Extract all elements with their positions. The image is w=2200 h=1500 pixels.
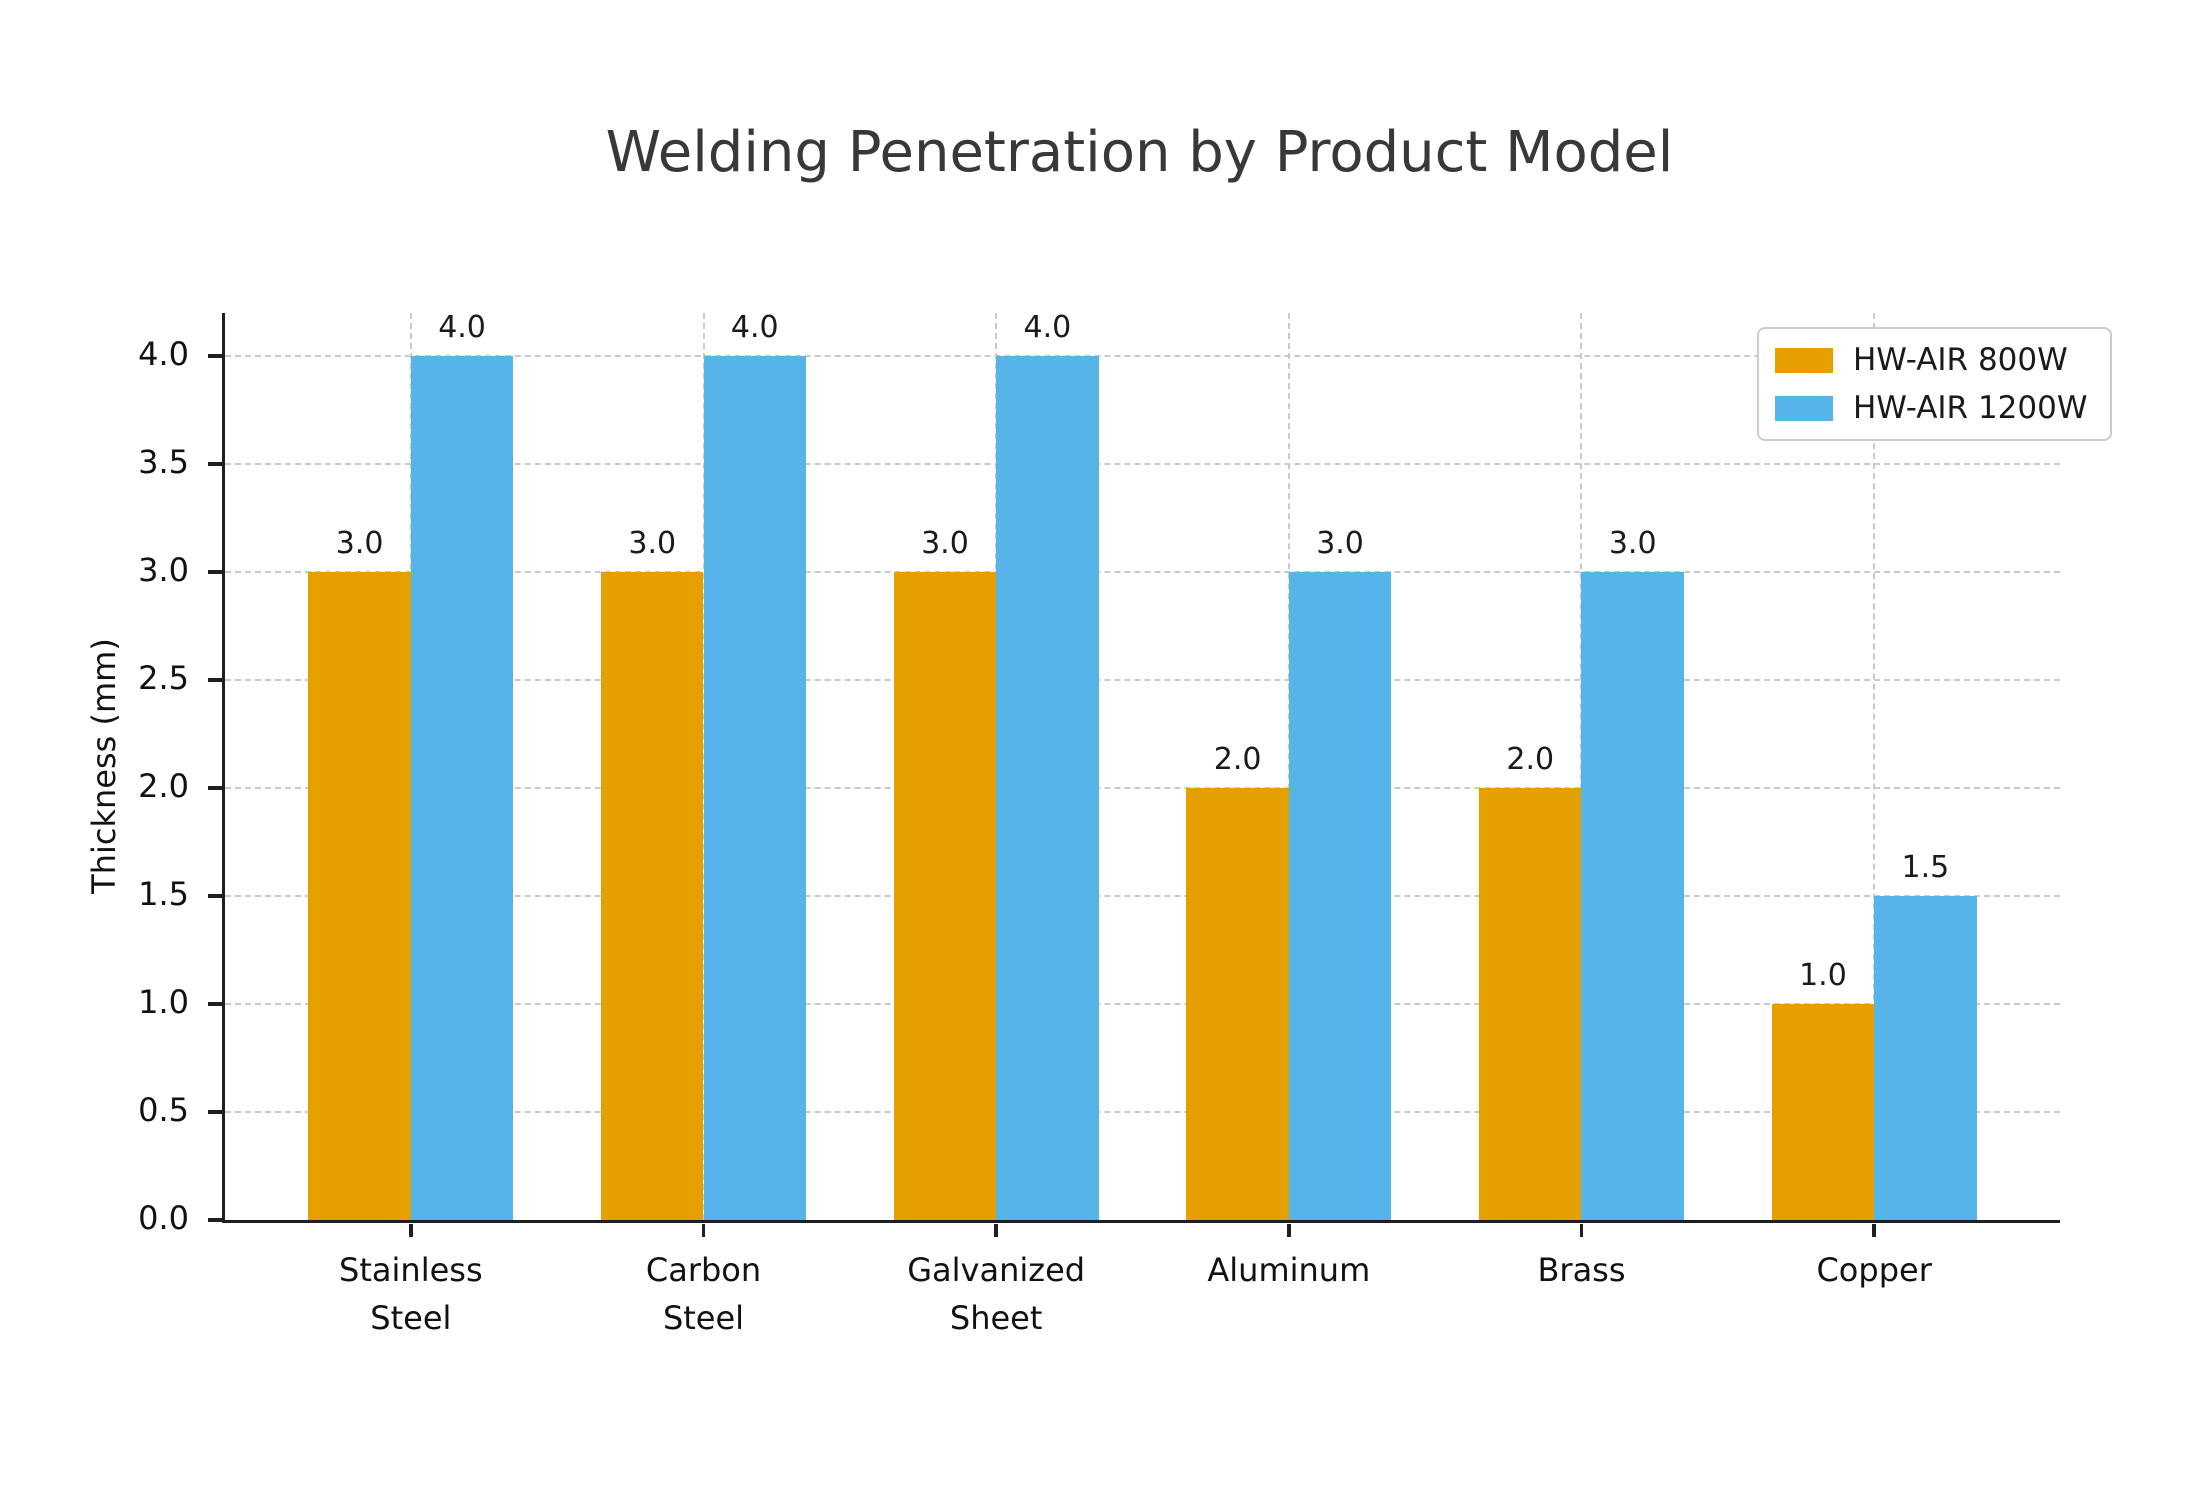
plot-area: HW-AIR 800W HW-AIR 1200W 0.0 0.5 1.0 1.5 2.0 2… bbox=[138, 310, 2112, 1337]
bar-800w-4 bbox=[1186, 788, 1289, 1220]
bar-value-label: 1.5 bbox=[1901, 850, 1950, 886]
y-axis-tick bbox=[208, 894, 222, 898]
y-axis-tick bbox=[208, 786, 222, 790]
bar-value-label: 2.0 bbox=[1213, 742, 1262, 778]
y-tick-label: 2.0 bbox=[138, 767, 189, 806]
bar-800w-1 bbox=[308, 572, 411, 1220]
x-axis-tick bbox=[1579, 1223, 1584, 1237]
x-axis-tick bbox=[994, 1223, 998, 1237]
gridline-horizontal bbox=[225, 787, 2060, 790]
legend-label: HW-AIR 1200W bbox=[1853, 390, 2088, 426]
bar-value-label: 4.0 bbox=[1023, 310, 1072, 346]
bar-800w-6 bbox=[1771, 1004, 1875, 1220]
bar-800w-2 bbox=[601, 572, 704, 1220]
x-category-label: Galvanized Sheet bbox=[907, 1251, 1086, 1337]
gridline-horizontal bbox=[225, 679, 2060, 682]
x-category-label: Aluminum bbox=[1207, 1251, 1371, 1289]
legend-swatch-1200w bbox=[1775, 395, 1833, 421]
bar-1200w-2 bbox=[703, 356, 806, 1220]
bar-value-label: 3.0 bbox=[1316, 526, 1364, 562]
legend-entry: HW-AIR 1200W bbox=[1775, 390, 2088, 426]
x-axis-tick bbox=[701, 1223, 706, 1237]
gridline-vertical bbox=[1873, 313, 1876, 1220]
y-axis-tick bbox=[208, 570, 222, 574]
y-tick-label: 4.0 bbox=[138, 335, 189, 374]
y-axis-tick bbox=[208, 1002, 222, 1006]
bar-1200w-5 bbox=[1581, 572, 1684, 1220]
x-axis-tick bbox=[1872, 1223, 1876, 1237]
gridline-horizontal bbox=[225, 895, 2060, 898]
gridline-horizontal bbox=[225, 355, 2060, 358]
bar-800w-5 bbox=[1479, 788, 1582, 1220]
bar-value-label: 4.0 bbox=[438, 310, 486, 346]
y-axis-tick bbox=[208, 678, 222, 682]
legend-label: HW-AIR 800W bbox=[1853, 342, 2068, 378]
bar-1200w-6 bbox=[1874, 896, 1977, 1220]
gridline-horizontal bbox=[225, 1111, 2060, 1114]
bar-1200w-4 bbox=[1288, 572, 1392, 1220]
bar-value-label: 1.0 bbox=[1799, 958, 1847, 994]
x-category-label: Brass bbox=[1537, 1251, 1626, 1289]
y-tick-label: 0.5 bbox=[138, 1091, 189, 1130]
bar-value-label: 2.0 bbox=[1506, 742, 1555, 778]
gridline-horizontal bbox=[225, 571, 2060, 574]
legend-entry: HW-AIR 800W bbox=[1775, 342, 2088, 378]
y-tick-label: 0.0 bbox=[138, 1199, 189, 1237]
x-category-label: Stainless Steel bbox=[339, 1251, 483, 1337]
legend-swatch-800w bbox=[1775, 347, 1833, 373]
y-tick-label: 1.0 bbox=[138, 983, 189, 1022]
bar-value-label: 3.0 bbox=[335, 526, 384, 562]
y-axis-tick bbox=[208, 462, 222, 466]
x-axis-tick bbox=[409, 1223, 413, 1237]
y-axis-tick bbox=[208, 1218, 222, 1222]
bar-1200w-1 bbox=[410, 356, 514, 1220]
bar-800w-3 bbox=[893, 572, 997, 1220]
y-axis-tick bbox=[208, 354, 222, 358]
x-axis-tick bbox=[1287, 1223, 1291, 1237]
bar-value-label: 3.0 bbox=[1608, 526, 1657, 562]
bar-value-label: 4.0 bbox=[730, 310, 779, 346]
gridline-horizontal bbox=[225, 463, 2060, 466]
y-tick-label: 1.5 bbox=[138, 875, 189, 914]
gridline-horizontal bbox=[225, 1003, 2060, 1006]
y-tick-label: 2.5 bbox=[138, 659, 189, 698]
y-tick-label: 3.5 bbox=[138, 443, 189, 482]
x-category-label: Copper bbox=[1816, 1251, 1932, 1289]
bar-value-label: 3.0 bbox=[921, 526, 969, 562]
y-axis-tick bbox=[208, 1110, 222, 1114]
y-tick-label: 3.0 bbox=[138, 551, 189, 590]
chart-title: Welding Penetration by Product Model bbox=[605, 120, 1674, 185]
legend: HW-AIR 800W HW-AIR 1200W bbox=[1757, 327, 2112, 441]
bar-1200w-3 bbox=[996, 356, 1099, 1220]
x-category-label: Carbon Steel bbox=[645, 1251, 762, 1337]
bar-value-label: 3.0 bbox=[628, 526, 677, 562]
